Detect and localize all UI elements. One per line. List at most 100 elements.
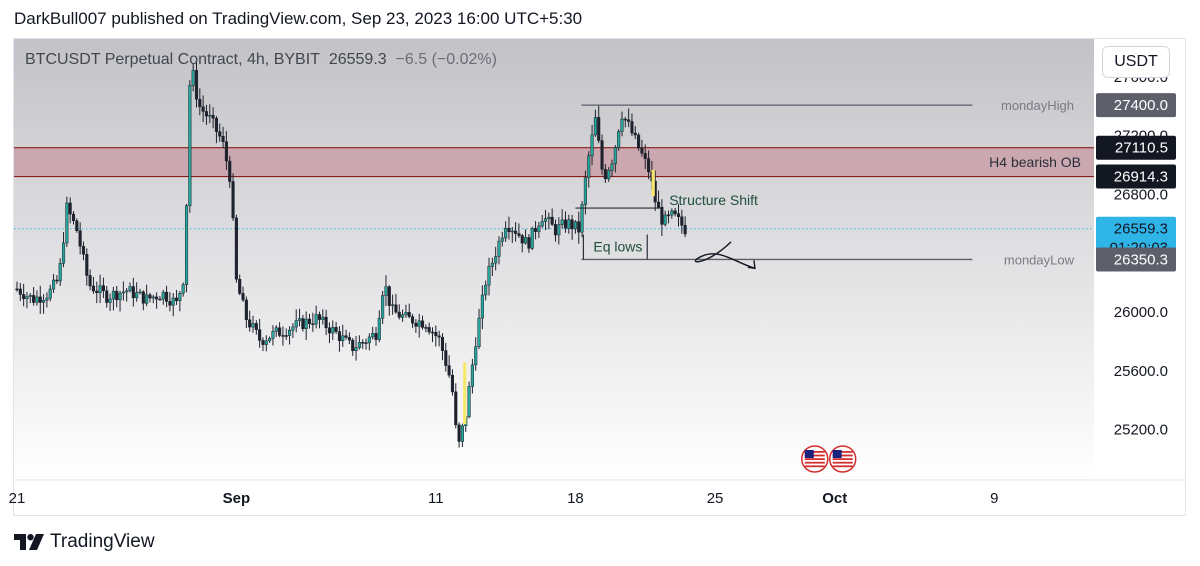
candle-body <box>510 230 514 233</box>
candle-body <box>553 224 558 236</box>
us-flag-stripe <box>832 451 853 453</box>
x-tick-label: 18 <box>567 490 584 507</box>
candle-body <box>158 298 162 301</box>
candle-body <box>75 220 79 232</box>
candle-body <box>224 141 228 162</box>
candle-body <box>397 311 401 318</box>
candle-body <box>95 290 99 294</box>
candle-body <box>351 339 355 351</box>
candle-body <box>517 233 521 236</box>
candle-body <box>274 327 278 332</box>
bearish-ob-label: H4 bearish OB <box>989 154 1081 170</box>
candle-body <box>404 312 408 316</box>
candle-body <box>81 246 86 255</box>
candle-body <box>620 118 624 132</box>
candle-body <box>141 291 145 304</box>
candle-body <box>407 312 411 317</box>
candle-body <box>208 114 212 117</box>
candle-body <box>288 329 292 336</box>
candle-body <box>600 140 604 170</box>
x-tick-label: Sep <box>223 490 251 507</box>
candle-body <box>500 237 504 242</box>
candle-body <box>676 213 681 217</box>
candle-body <box>304 318 308 329</box>
projection-arrow-head <box>747 260 756 270</box>
candle-body <box>357 342 361 348</box>
candle-body <box>527 237 531 249</box>
candle-body <box>178 292 182 301</box>
candle-body <box>125 290 129 293</box>
bearish-ob-zone <box>14 147 1094 177</box>
candle-body <box>344 335 348 338</box>
candle-body <box>381 295 385 319</box>
candle-body <box>371 333 375 338</box>
candle-body <box>88 275 92 287</box>
candle-body <box>450 374 454 393</box>
candle-body <box>281 335 285 337</box>
candle-body <box>68 202 72 215</box>
candle-body <box>194 70 199 100</box>
candle-body <box>301 318 305 329</box>
candle-body <box>384 286 388 296</box>
x-tick-label: 21 <box>9 490 26 507</box>
candle-body <box>218 131 222 137</box>
x-tick-label: 25 <box>707 490 724 507</box>
candle-body <box>18 288 22 295</box>
candle-body <box>447 365 451 376</box>
candle-body <box>28 295 32 297</box>
us-flag-canton <box>804 450 814 458</box>
candle-body <box>228 160 232 182</box>
us-flag-stripe <box>832 465 853 468</box>
x-tick-label: 11 <box>428 490 444 507</box>
candle-body <box>254 323 258 330</box>
candle-body <box>593 117 597 136</box>
candle-body <box>603 169 607 180</box>
candle-body <box>377 317 381 340</box>
candle-body <box>520 235 524 244</box>
monday-low-tag-bg <box>1096 247 1176 272</box>
tradingview-logo[interactable]: TradingView <box>14 531 155 553</box>
candle-body <box>477 317 481 347</box>
candle-body <box>317 314 322 320</box>
candle-body <box>278 327 282 336</box>
level-label-mondayLow: mondayLow <box>1004 252 1075 267</box>
candle-body <box>188 85 192 206</box>
candle-body <box>85 254 89 276</box>
candle-body <box>307 318 312 324</box>
candle-body <box>15 288 19 291</box>
candle-body <box>563 219 568 229</box>
candle-body <box>331 327 335 334</box>
candle-body <box>291 326 295 331</box>
candle-body <box>570 219 574 230</box>
candle-body <box>181 284 185 294</box>
highlighted-candle <box>651 169 655 197</box>
candle-body <box>524 237 528 244</box>
candle-body <box>427 327 431 333</box>
candle-body <box>414 322 418 327</box>
legend-last: 26559.3 <box>328 51 387 68</box>
candle-body <box>424 327 428 329</box>
candle-body <box>171 297 175 306</box>
candle-body <box>38 296 42 303</box>
candle-body <box>204 111 209 117</box>
candle-body <box>341 335 345 342</box>
candle-body <box>314 314 318 325</box>
candle-body <box>437 335 441 338</box>
structure-shift-label: Structure Shift <box>669 192 758 208</box>
candle-body <box>610 163 614 171</box>
candle-body <box>480 294 484 319</box>
candle-body <box>268 338 272 342</box>
candle-body <box>417 320 421 327</box>
candle-body <box>633 132 637 136</box>
candle-body <box>98 285 102 294</box>
currency-selector-button[interactable]: USDT <box>1102 46 1170 78</box>
candle-body <box>401 314 405 318</box>
candle-body <box>367 336 371 344</box>
candle-body <box>244 299 248 321</box>
us-flag-stripe <box>804 461 825 464</box>
candle-body <box>161 291 165 300</box>
candle-body <box>577 221 581 233</box>
candle-body <box>71 213 76 221</box>
candle-body <box>78 230 82 247</box>
